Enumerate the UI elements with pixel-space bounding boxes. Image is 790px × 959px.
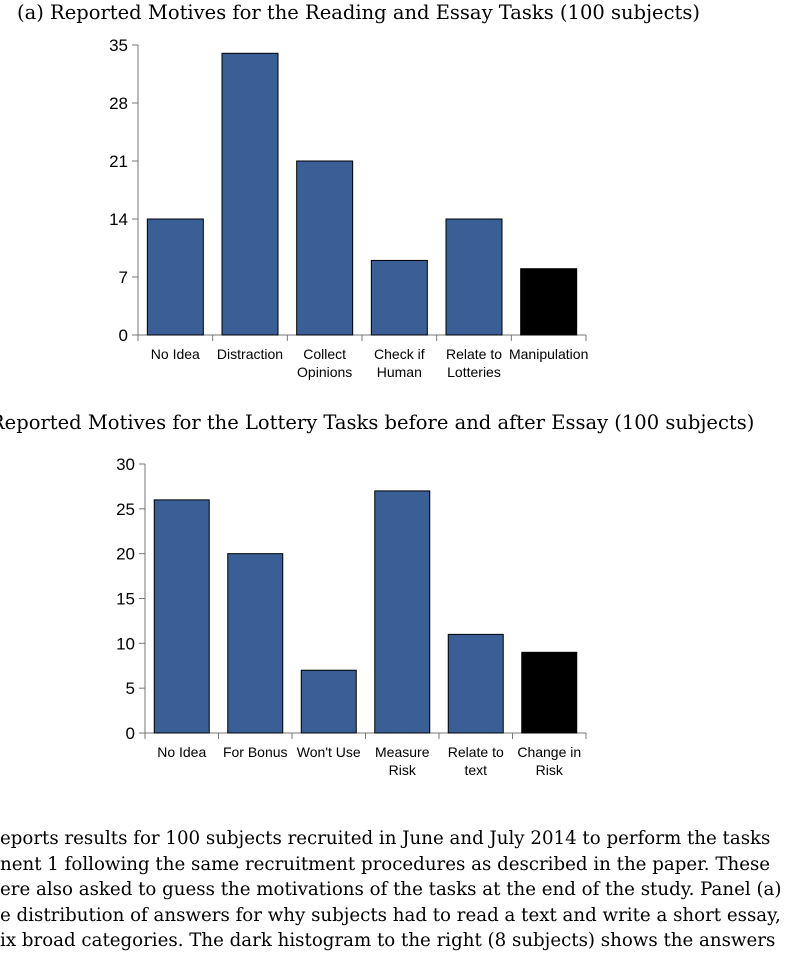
x-tick-label-line: text [464, 762, 487, 778]
chart-a-title: (a) Reported Motives for the Reading and… [17, 1, 700, 24]
x-tick-label-line: Check if [374, 346, 425, 362]
y-tick-label: 30 [116, 455, 135, 474]
x-tick-label-line: Measure [375, 744, 430, 760]
x-tick-label: Measure Risk [375, 744, 430, 778]
caption-line: ere also asked to guess the motivations … [0, 879, 782, 901]
x-tick-label-line: Won't Use [297, 744, 361, 760]
y-tick-label: 21 [109, 152, 128, 171]
bar [521, 651, 578, 734]
bar [447, 633, 504, 734]
x-tick-label-line: Risk [389, 762, 417, 778]
x-tick-label: Manipulation [509, 346, 588, 362]
x-tick-label-line: Risk [536, 762, 564, 778]
x-tick-label: Relate to text [448, 744, 504, 778]
y-tick-label: 15 [116, 590, 135, 609]
bar [153, 499, 210, 734]
y-tick-label: 0 [126, 724, 135, 743]
y-axis: 0 7 14 21 28 35 [109, 36, 139, 345]
bar [296, 160, 354, 336]
caption-line: nent 1 following the same recruitment pr… [0, 853, 771, 875]
figure-caption: eports results for 100 subjects recruite… [0, 826, 790, 954]
x-tick-label: No Idea [157, 744, 206, 760]
x-tick-label: No Idea [151, 346, 200, 362]
caption-line: eports results for 100 subjects recruite… [0, 828, 771, 849]
y-tick-label: 20 [116, 545, 135, 564]
bar [146, 218, 204, 336]
x-tick-label: Relate to Lotteries [446, 346, 502, 380]
y-tick-label: 0 [119, 326, 128, 345]
x-tick-label-line: Change in [517, 744, 581, 760]
x-tick-label-line: For Bonus [223, 744, 288, 760]
x-tick-label: Distraction [217, 346, 283, 362]
x-tick-label: Check if Human [374, 346, 425, 380]
chart-b-lottery-motives: 0 5 10 15 20 25 30 No Idea For Bonus Won't Use Mea… [116, 455, 587, 778]
y-tick-label: 7 [119, 268, 128, 287]
x-tick-label-line: Relate to [446, 346, 502, 362]
bar [445, 218, 503, 336]
caption-line: e distribution of answers for why subjec… [0, 904, 781, 926]
bar [370, 259, 428, 336]
y-tick-label: 28 [109, 94, 128, 113]
y-tick-label: 5 [126, 679, 135, 698]
y-tick-label: 10 [116, 634, 135, 653]
bar [374, 490, 431, 734]
x-tick-label-line: Distraction [217, 346, 283, 362]
x-tick-label-line: Human [377, 364, 422, 380]
y-axis: 0 5 10 15 20 25 30 [116, 455, 146, 743]
x-tick-label-line: No Idea [157, 744, 206, 760]
y-tick-label: 25 [116, 500, 135, 519]
chart-b-title: Reported Motives for the Lottery Tasks b… [0, 411, 755, 434]
bar [221, 52, 279, 336]
chart-a-reading-essay-motives: 0 7 14 21 28 35 No Idea Distraction Collect Opini… [109, 36, 588, 380]
bar [227, 553, 284, 734]
x-tick-label: Won't Use [297, 744, 361, 760]
x-tick-label: Collect Opinions [297, 346, 352, 380]
x-tick-label: For Bonus [223, 744, 288, 760]
x-tick-label-line: Manipulation [509, 346, 588, 362]
bar [520, 268, 578, 336]
x-tick-label: Change in Risk [517, 744, 581, 778]
y-tick-label: 35 [109, 36, 128, 55]
y-tick-label: 14 [109, 210, 128, 229]
bar [300, 669, 357, 734]
x-tick-label-line: Opinions [297, 364, 352, 380]
x-tick-label-line: No Idea [151, 346, 200, 362]
x-tick-label-line: Relate to [448, 744, 504, 760]
caption-line: ix broad categories. The dark histogram … [0, 930, 776, 952]
x-tick-label-line: Collect [303, 346, 346, 362]
x-tick-label-line: Lotteries [447, 364, 501, 380]
